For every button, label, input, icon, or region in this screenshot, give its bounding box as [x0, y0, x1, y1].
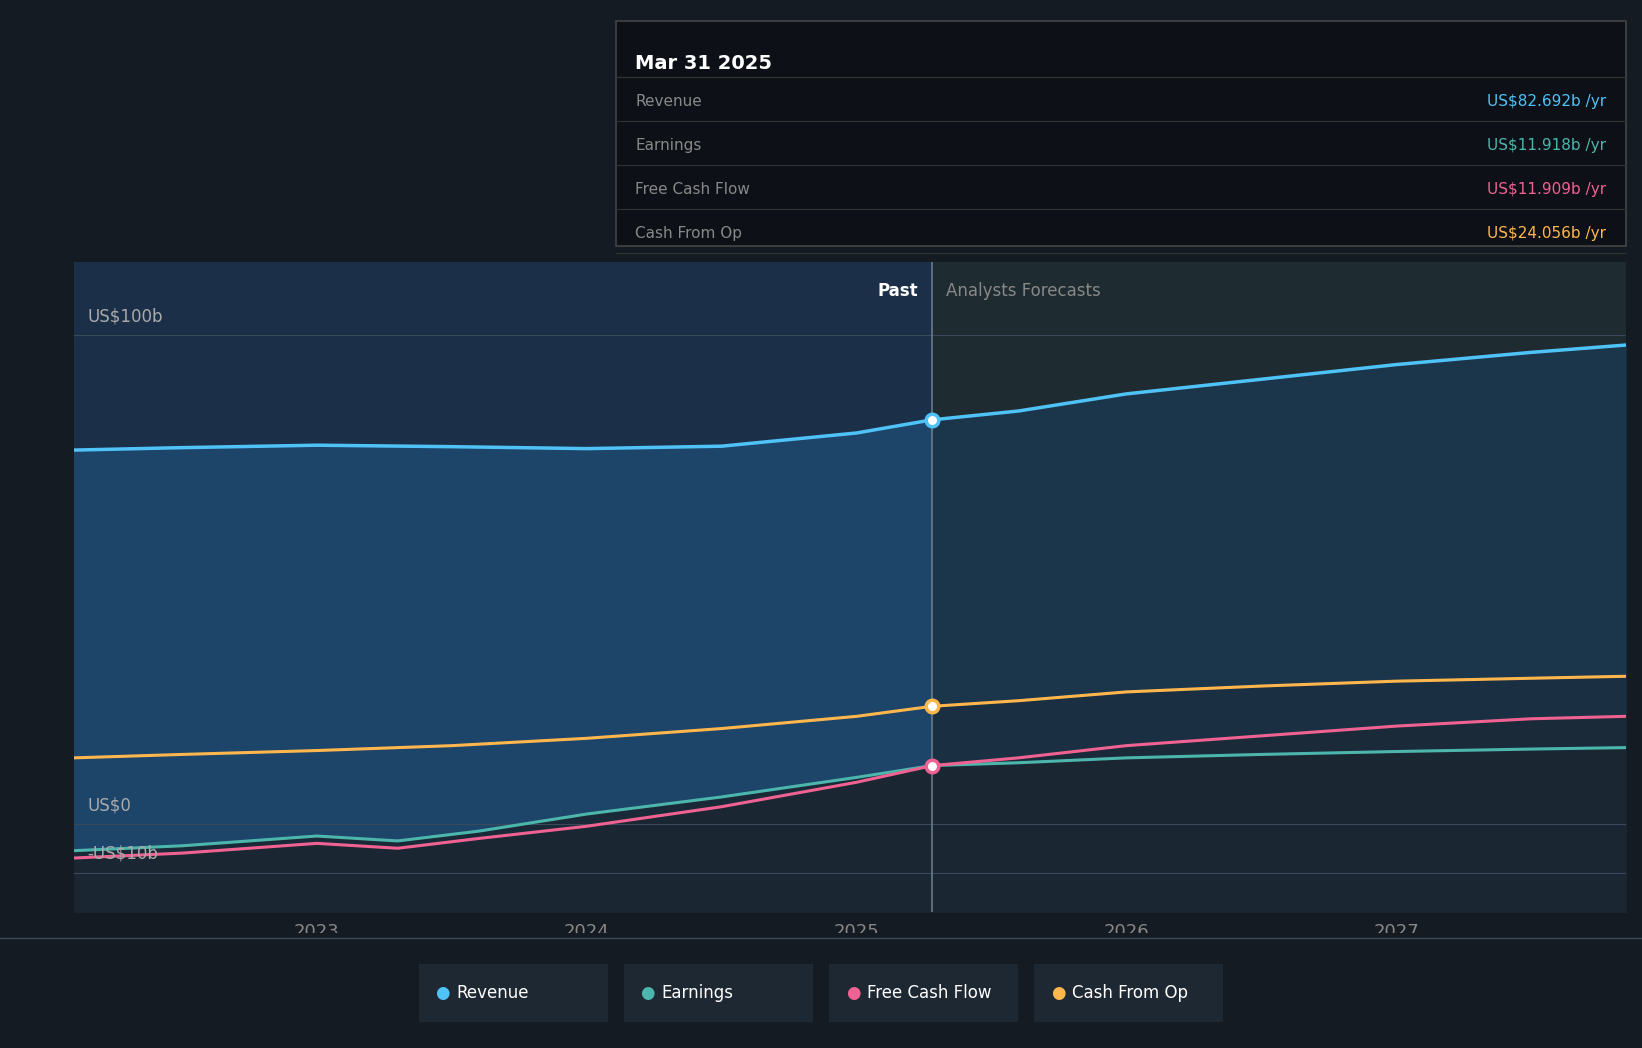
Text: US$100b: US$100b [87, 307, 163, 326]
Bar [74, 262, 933, 912]
Text: ●: ● [846, 984, 860, 1002]
Text: Cash From Op: Cash From Op [635, 226, 742, 241]
Text: Past: Past [878, 282, 918, 300]
Text: Earnings: Earnings [662, 984, 734, 1002]
Bar [933, 262, 1626, 912]
Text: Mar 31 2025: Mar 31 2025 [635, 54, 772, 73]
Text: Revenue: Revenue [456, 984, 529, 1002]
Text: Earnings: Earnings [635, 138, 701, 153]
Text: US$11.918b /yr: US$11.918b /yr [1488, 138, 1606, 153]
Text: ●: ● [435, 984, 450, 1002]
Text: Free Cash Flow: Free Cash Flow [867, 984, 992, 1002]
Text: ●: ● [1051, 984, 1066, 1002]
Text: Cash From Op: Cash From Op [1072, 984, 1189, 1002]
Text: ●: ● [640, 984, 655, 1002]
Text: US$11.909b /yr: US$11.909b /yr [1486, 182, 1606, 197]
Text: US$0: US$0 [87, 796, 131, 814]
Text: Free Cash Flow: Free Cash Flow [635, 182, 750, 197]
Text: Analysts Forecasts: Analysts Forecasts [946, 282, 1100, 300]
Text: Revenue: Revenue [635, 94, 703, 109]
Text: US$24.056b /yr: US$24.056b /yr [1488, 226, 1606, 241]
Text: US$82.692b /yr: US$82.692b /yr [1486, 94, 1606, 109]
Text: -US$10b: -US$10b [87, 845, 158, 863]
